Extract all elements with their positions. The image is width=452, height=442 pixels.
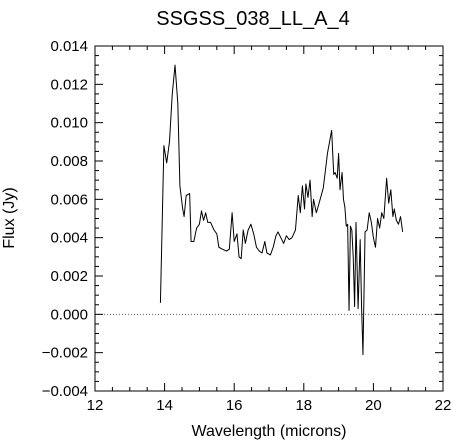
chart-title: SSGSS_038_LL_A_4: [156, 8, 350, 30]
y-axis-label: Flux (Jy): [1, 187, 18, 248]
series-line: [159, 64, 404, 356]
y-tick-label: −0.004: [42, 383, 88, 400]
x-tick-label: 22: [435, 397, 452, 414]
x-tick-label: 12: [87, 397, 104, 414]
x-axis-ticks: 12 14 16 18 20 22: [87, 46, 452, 414]
y-tick-label: 0.014: [50, 38, 88, 55]
x-tick-label: 18: [295, 397, 312, 414]
y-tick-label: −0.002: [42, 345, 88, 362]
y-tick-label: 0.008: [50, 153, 88, 170]
y-tick-label: 0.004: [50, 230, 88, 247]
y-tick-label: 0.002: [50, 268, 88, 285]
y-axis-ticks: −0.004 −0.002 0.000 0.002 0.004 0.006 0.008 0.0…: [42, 38, 443, 400]
plot-frame: [94, 45, 444, 392]
y-tick-label: 0.000: [50, 306, 88, 323]
series-layer: [159, 64, 404, 356]
x-tick-label: 20: [365, 397, 382, 414]
y-tick-label: 0.006: [50, 191, 88, 208]
x-axis-label: Wavelength (microns): [191, 423, 346, 440]
x-tick-label: 14: [156, 397, 173, 414]
x-tick-label: 16: [226, 397, 243, 414]
y-tick-label: 0.010: [50, 115, 88, 132]
y-tick-label: 0.012: [50, 76, 88, 93]
